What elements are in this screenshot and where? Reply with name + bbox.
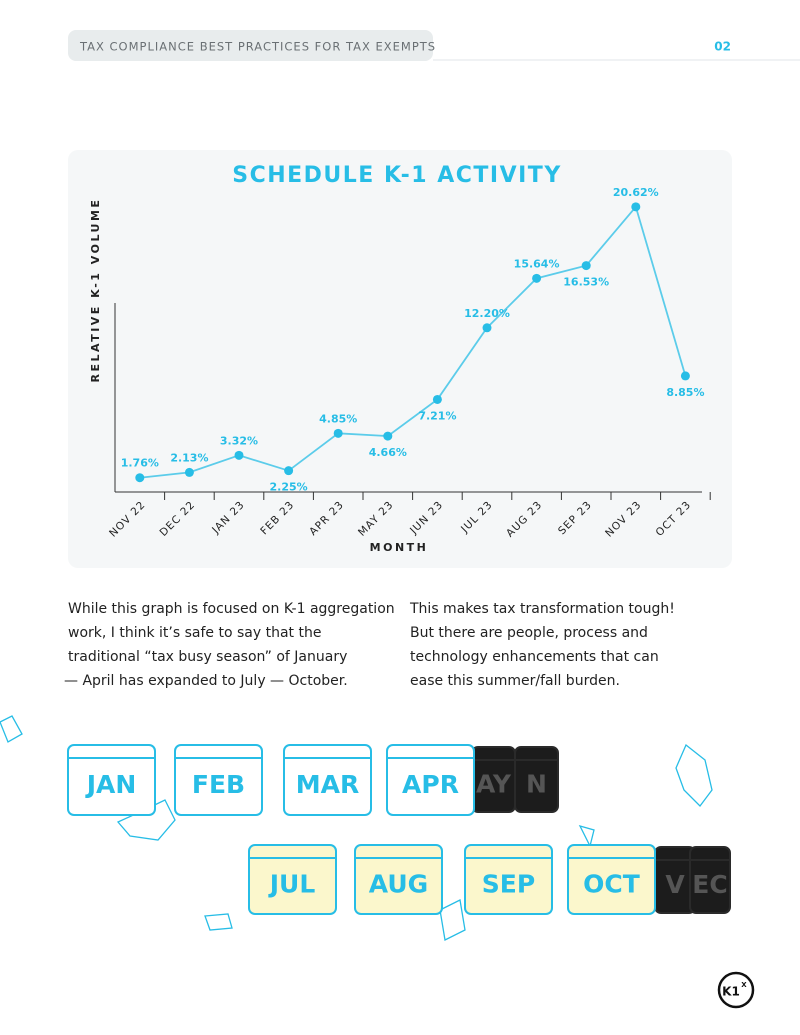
month-tile	[248, 844, 337, 915]
logo: K1	[722, 985, 740, 999]
hidden-month-label: AY	[476, 770, 512, 799]
paragraph-line: traditional “tax busy season” of January	[68, 649, 347, 665]
data-point	[432, 394, 442, 404]
month-tile-label: AUG	[369, 870, 428, 899]
data-label: 15.64%	[514, 257, 560, 270]
header-title: TAX COMPLIANCE BEST PRACTICES FOR TAX EX…	[79, 40, 436, 54]
paragraph-line: But there are people, process and	[410, 625, 648, 641]
paragraph-line: While this graph is focused on K-1 aggre…	[68, 601, 395, 617]
data-point	[234, 450, 244, 460]
month-tile-label: JUL	[268, 870, 316, 899]
data-label: 1.76%	[121, 457, 159, 470]
paragraph-line: This makes tax transformation tough!	[409, 601, 675, 617]
month-tile-label: SEP	[482, 870, 535, 899]
data-point	[532, 273, 542, 283]
logo-ring	[717, 971, 755, 1009]
data-label: 20.62%	[613, 186, 659, 199]
data-point	[482, 323, 492, 333]
data-point	[284, 466, 294, 476]
data-point	[135, 473, 145, 483]
month-tile	[174, 744, 263, 816]
data-label: 16.53%	[563, 276, 609, 289]
month-tile-label: MAR	[296, 770, 359, 799]
hidden-month	[514, 746, 559, 813]
chart-title: SCHEDULE K-1 ACTIVITY	[232, 163, 562, 188]
data-label: 8.85%	[666, 386, 704, 399]
hidden-month-label: N	[526, 770, 547, 799]
paper-scraps	[0, 715, 713, 941]
data-point	[333, 428, 343, 438]
chart-panel	[68, 150, 732, 568]
data-point	[631, 202, 641, 212]
month-tile	[354, 844, 443, 915]
data-label: 3.32%	[220, 434, 258, 447]
month-tile	[464, 844, 553, 915]
month-tile-label: FEB	[192, 770, 245, 799]
hidden-month-label: V	[665, 870, 685, 899]
data-label: 12.20%	[464, 307, 510, 320]
paragraph-line: — April has expanded to July — October.	[64, 673, 348, 689]
month-tile	[386, 744, 475, 816]
body-text: While this graph is focused on K-1 aggre…	[64, 601, 675, 689]
data-point	[383, 431, 393, 441]
month-tile-label: JAN	[85, 770, 137, 799]
paragraph-line: technology enhancements that can	[410, 649, 659, 665]
data-label: 7.21%	[418, 409, 456, 422]
month-tile	[283, 744, 372, 816]
data-point	[184, 467, 194, 477]
hidden-month	[689, 846, 731, 914]
data-label: 4.85%	[319, 412, 357, 425]
month-tile-label: OCT	[583, 870, 640, 899]
month-tile	[67, 744, 156, 816]
data-label: 2.13%	[170, 451, 208, 464]
data-point	[680, 371, 690, 381]
hidden-month-label: EC	[692, 870, 727, 899]
paragraph-line: ease this summer/fall burden.	[410, 673, 620, 689]
header-bar	[68, 30, 433, 61]
data-point	[581, 261, 591, 271]
data-line	[139, 204, 687, 479]
data-label: 2.25%	[270, 481, 308, 494]
calendar: AY N V EC JAN FEB MAR APR JUL AUG SEP OCT	[67, 744, 731, 915]
y-axis-title: RELATIVE K-1 VOLUME	[89, 198, 102, 383]
data-label: 4.66%	[369, 446, 407, 459]
page-number: 02	[714, 40, 731, 54]
logo-sup: X	[741, 981, 747, 989]
month-tile-label: APR	[402, 770, 459, 799]
x-axis-title: MONTH	[370, 541, 429, 554]
month-tile	[567, 844, 656, 915]
paragraph-line: work, I think it’s safe to say that the	[68, 625, 321, 641]
